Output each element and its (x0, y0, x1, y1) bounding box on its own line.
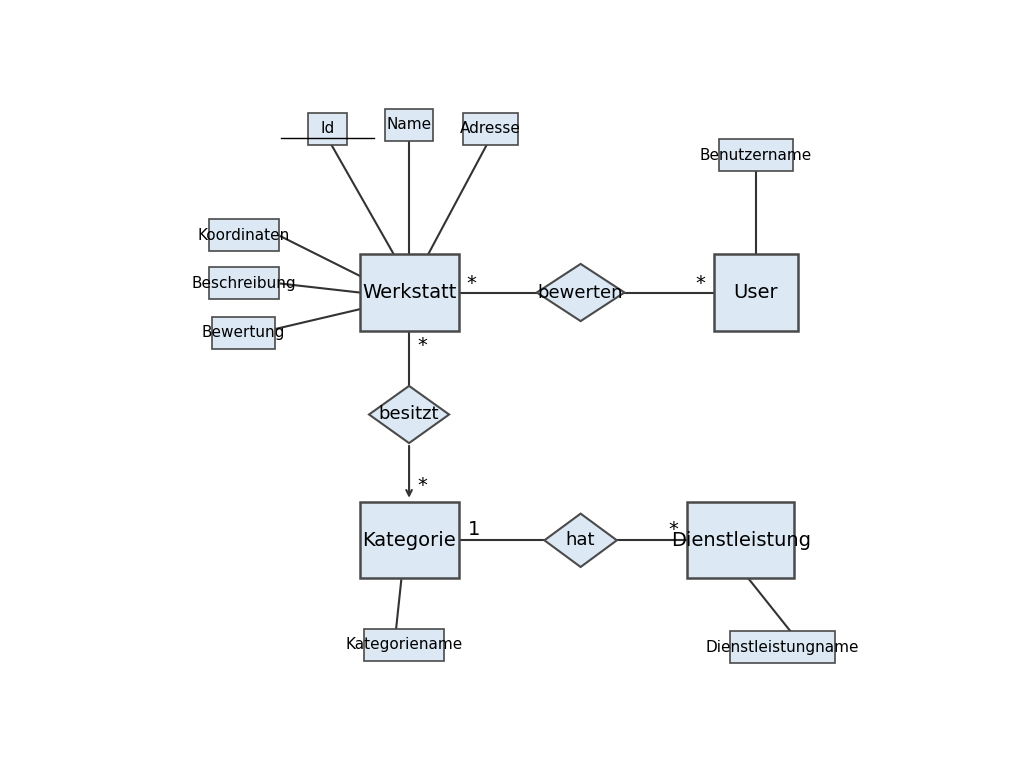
Text: User: User (733, 283, 778, 302)
FancyBboxPatch shape (719, 139, 794, 171)
Text: besitzt: besitzt (379, 406, 439, 423)
Text: Kategorie: Kategorie (362, 531, 456, 550)
Text: Benutzername: Benutzername (699, 147, 812, 163)
Text: hat: hat (566, 531, 595, 549)
FancyBboxPatch shape (364, 629, 443, 660)
Text: Dienstleistung: Dienstleistung (671, 531, 811, 550)
Text: Bewertung: Bewertung (202, 326, 286, 340)
Polygon shape (537, 264, 625, 321)
Text: 1: 1 (468, 520, 480, 539)
Text: *: * (466, 274, 476, 293)
Text: *: * (695, 274, 706, 293)
FancyBboxPatch shape (385, 109, 433, 141)
Text: Werkstatt: Werkstatt (361, 283, 457, 302)
Text: Name: Name (386, 118, 432, 132)
FancyBboxPatch shape (687, 502, 794, 578)
Text: Koordinaten: Koordinaten (198, 228, 290, 243)
Text: Beschreibung: Beschreibung (191, 276, 296, 291)
Text: bewerten: bewerten (538, 283, 624, 302)
FancyBboxPatch shape (209, 267, 279, 300)
Text: Adresse: Adresse (460, 121, 521, 136)
Polygon shape (545, 514, 616, 567)
FancyBboxPatch shape (212, 317, 274, 349)
Polygon shape (369, 386, 450, 443)
Text: Kategoriename: Kategoriename (345, 637, 463, 652)
Text: *: * (418, 476, 428, 495)
Text: *: * (418, 336, 428, 356)
FancyBboxPatch shape (730, 631, 836, 663)
FancyBboxPatch shape (359, 254, 459, 331)
Text: Dienstleistungname: Dienstleistungname (706, 640, 859, 654)
FancyBboxPatch shape (209, 220, 279, 251)
Text: Id: Id (321, 121, 335, 136)
FancyBboxPatch shape (463, 113, 518, 144)
FancyBboxPatch shape (359, 502, 459, 578)
FancyBboxPatch shape (307, 113, 347, 144)
FancyBboxPatch shape (714, 254, 798, 331)
Text: *: * (669, 520, 679, 539)
